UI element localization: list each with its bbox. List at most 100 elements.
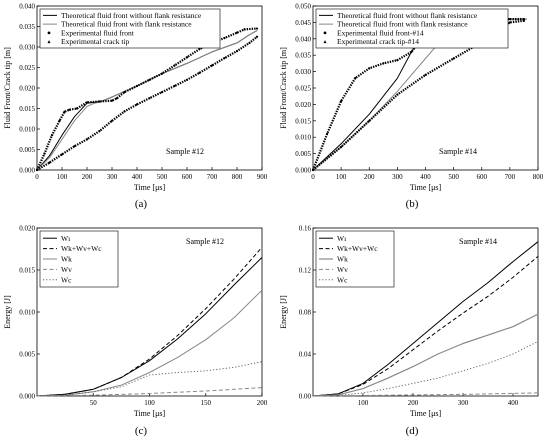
series-line <box>36 30 258 171</box>
y-tick-label: 0.015 <box>19 267 35 275</box>
y-tick-label: 0.005 <box>19 146 35 154</box>
data-point <box>410 50 413 54</box>
data-point <box>85 138 89 141</box>
series-4 <box>35 27 259 172</box>
series-line <box>36 35 258 171</box>
data-point <box>508 18 511 21</box>
data-point <box>325 132 329 136</box>
x-tick-label: 100 <box>144 399 155 407</box>
sample-annotation: Sample #12 <box>186 237 224 246</box>
data-point <box>340 145 343 149</box>
series-line <box>312 340 539 397</box>
legend: Theoretical fluid front without flank re… <box>315 8 509 49</box>
series-3 <box>312 313 539 397</box>
chart-panel-b: 0.000 0.005 0.010 0.015 0.020 0.025 0.030 0.035… <box>279 3 544 211</box>
legend-label: Wk <box>337 255 348 264</box>
series-3 <box>35 35 259 172</box>
y-tick-label: 0.020 <box>19 85 35 93</box>
y-tick-label: 0.010 <box>19 309 35 317</box>
data-point <box>255 35 259 38</box>
data-point <box>73 145 76 148</box>
series-line <box>35 27 258 171</box>
chart-panel-d: 0.00 0.04 0.08 0.12 0.16 100 200 300 400 Time [μs… <box>279 225 539 437</box>
y-tick-label: 0.025 <box>295 85 311 93</box>
y-tick-label: 0.030 <box>295 68 311 76</box>
series-1 <box>36 257 263 397</box>
y-tick-label: 0.035 <box>295 52 311 60</box>
y-tick-label: 0.00 <box>299 393 312 401</box>
data-point <box>223 36 226 40</box>
legend-marker <box>323 40 327 44</box>
data-point <box>210 64 214 67</box>
data-point <box>110 99 114 102</box>
data-point <box>50 134 54 137</box>
x-tick-label: 150 <box>201 399 212 407</box>
y-tick-label: 0.020 <box>295 101 311 109</box>
legend-label: Wı <box>61 234 70 243</box>
y-tick-label: 0.04 <box>299 351 312 359</box>
x-tick-label: 900 <box>257 173 268 181</box>
legend-label: Experimental crack tip-#14 <box>337 37 419 46</box>
x-tick-label: 100 <box>358 399 369 407</box>
data-point <box>43 152 46 155</box>
data-point <box>340 100 343 103</box>
legend-label: Wı <box>337 234 346 243</box>
y-tick-label: 0.040 <box>19 3 35 11</box>
data-point <box>135 103 139 106</box>
x-tick-label: 100 <box>57 173 68 181</box>
x-tick-label: 700 <box>505 173 516 181</box>
x-tick-label: 600 <box>477 173 488 181</box>
sample-annotation: Sample #14 <box>459 237 497 246</box>
legend-label: Theoretical fluid front without flank re… <box>337 11 478 20</box>
x-tick-label: 400 <box>508 399 519 407</box>
series-line <box>36 257 263 397</box>
data-point <box>354 77 357 80</box>
legend-label: Experimental fluid front-#14 <box>337 28 424 37</box>
x-axis-label: Time [μs] <box>410 409 442 418</box>
data-point <box>396 59 399 62</box>
data-point <box>148 97 151 100</box>
x-tick-label: 200 <box>364 173 375 181</box>
series-1 <box>312 241 539 397</box>
data-point <box>508 21 511 24</box>
data-point <box>63 110 66 113</box>
data-point <box>311 168 315 172</box>
y-axis-label: Fluid Front/Crack tip [m] <box>279 47 288 129</box>
x-tick-label: 50 <box>90 399 98 407</box>
x-tick-label: 400 <box>132 173 143 181</box>
data-point <box>115 97 119 100</box>
x-tick-label: 600 <box>182 173 193 181</box>
x-tick-label: 100 <box>336 173 347 181</box>
y-tick-label: 0.015 <box>295 117 311 125</box>
data-point <box>35 168 39 172</box>
x-tick-label: 300 <box>392 173 403 181</box>
y-tick-label: 0.045 <box>295 19 311 27</box>
data-point <box>68 108 71 111</box>
panel-label: (a) <box>135 198 148 210</box>
series-line <box>36 246 263 397</box>
data-point <box>123 91 126 94</box>
series-line <box>312 392 539 397</box>
data-point <box>522 18 526 21</box>
data-point <box>75 107 79 110</box>
data-point <box>235 31 239 34</box>
series-line <box>36 289 263 397</box>
x-tick-label: 500 <box>448 173 459 181</box>
panel-label: (c) <box>135 425 148 437</box>
data-point <box>368 119 371 122</box>
legend-label: Wc <box>337 275 348 284</box>
x-tick-label: 0 <box>35 173 39 181</box>
series-line <box>36 387 263 397</box>
data-point <box>160 91 164 94</box>
data-point <box>243 28 246 31</box>
data-point <box>522 19 526 22</box>
y-tick-label: 0.050 <box>295 3 311 11</box>
data-point <box>248 41 251 45</box>
x-tick-label: 700 <box>207 173 218 181</box>
x-tick-label: 400 <box>420 173 431 181</box>
data-point <box>135 84 139 88</box>
sample-annotation: Sample #14 <box>439 147 477 156</box>
panel-label: (d) <box>406 425 419 437</box>
y-tick-label: 0.000 <box>295 167 311 175</box>
data-point <box>198 47 201 51</box>
